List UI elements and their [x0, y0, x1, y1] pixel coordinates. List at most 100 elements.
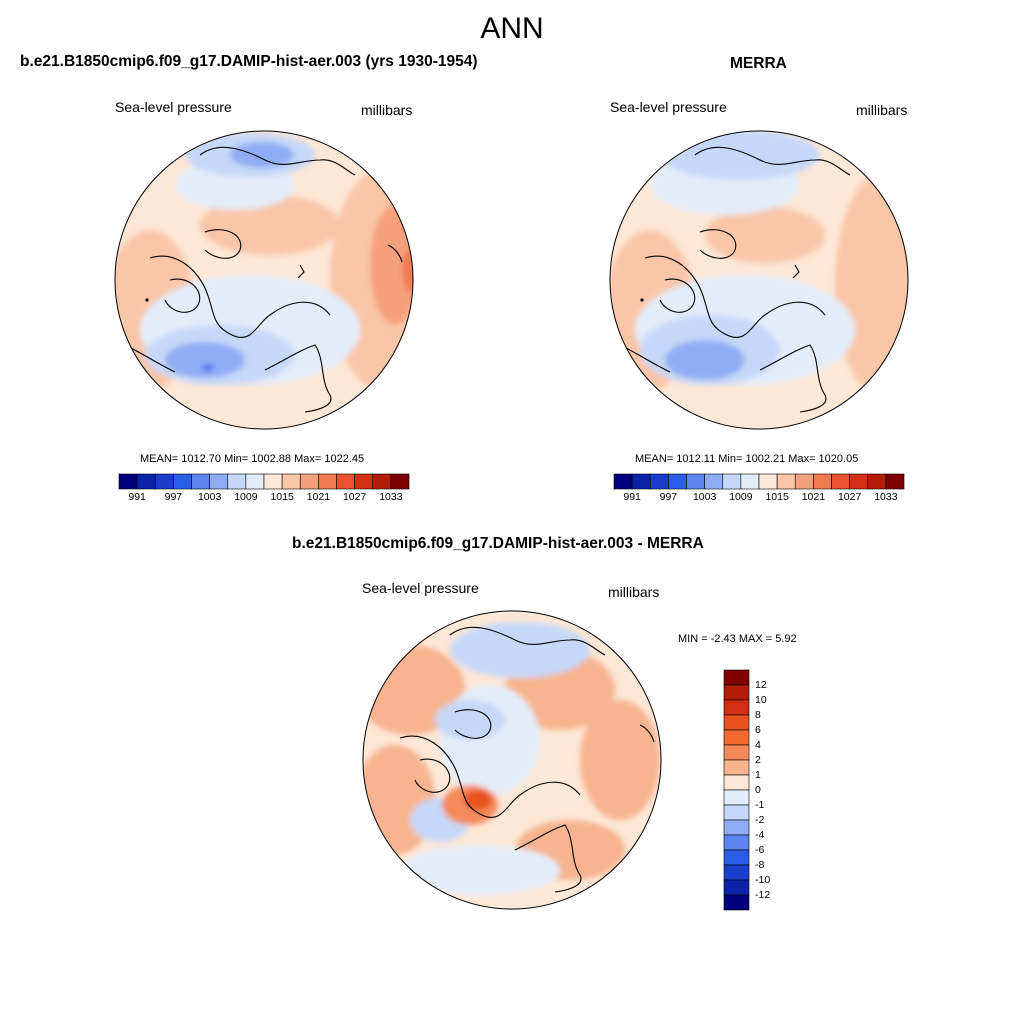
diff-colorbar-cell — [723, 864, 750, 881]
model-colorbar-tick-label: 1027 — [342, 491, 367, 503]
model-colorbar-tick-label: 997 — [164, 491, 183, 503]
model-colorbar-cell — [118, 473, 138, 490]
obs-colorbar-tick-label: 991 — [623, 491, 641, 503]
diff-colorbar-tick-label: -12 — [755, 889, 771, 901]
diff-map — [363, 611, 661, 909]
obs-colorbar-cell — [885, 473, 905, 490]
obs-stats: MEAN= 1012.11 Min= 1002.21 Max= 1020.05 — [635, 453, 859, 465]
diff-colorbar — [723, 669, 750, 911]
diff-colorbar-tick-label: 8 — [755, 709, 761, 721]
diff-colorbar-tick-label: -6 — [755, 844, 765, 856]
model-colorbar-cell — [281, 473, 301, 490]
obs-colorbar — [613, 473, 905, 490]
diff-colorbar-cell — [723, 894, 750, 911]
diff-colorbar-cell — [723, 759, 750, 776]
diff-colorbar-cell — [723, 819, 750, 836]
obs-colorbar-cell — [758, 473, 778, 490]
diff-colorbar-tick-label: 2 — [755, 754, 761, 766]
obs-colorbar-cell — [631, 473, 651, 490]
model-colorbar — [118, 473, 410, 490]
model-stats: MEAN= 1012.70 Min= 1002.88 Max= 1022.45 — [140, 453, 365, 465]
model-colorbar-cell — [372, 473, 392, 490]
diff-colorbar-tick-label: 10 — [755, 694, 767, 706]
diff-colorbar-tick-label: -1 — [755, 799, 765, 811]
obs-colorbar-cell — [649, 473, 669, 490]
obs-colorbar-tick-label: 1033 — [874, 491, 898, 503]
model-colorbar-cell — [209, 473, 229, 490]
diff-colorbar-tick-label: -10 — [755, 874, 771, 886]
model-variable-label: Sea-level pressure — [115, 99, 232, 115]
obs-colorbar-cell — [704, 473, 724, 490]
diff-colorbar-tick-label: -4 — [755, 829, 765, 841]
diff-colorbar-tick-label: -8 — [755, 859, 765, 871]
diff-colorbar-tick-label: 4 — [755, 739, 761, 751]
model-colorbar-cell — [191, 473, 210, 490]
model-colorbar-cell — [390, 473, 410, 490]
model-colorbar-tick-label: 1033 — [379, 491, 403, 503]
diff-colorbar-cell — [723, 729, 750, 746]
model-colorbar-tick-label: 1009 — [234, 491, 258, 503]
model-colorbar-cell — [318, 473, 337, 490]
diff-units-label: millibars — [608, 584, 660, 600]
diff-colorbar-cell — [723, 789, 750, 806]
model-colorbar-cell — [173, 473, 192, 490]
diff-colorbar-tick-label: 6 — [755, 724, 761, 736]
diff-colorbar-cell — [723, 804, 750, 821]
model-units-label: millibars — [361, 102, 413, 118]
model-colorbar-cell — [227, 473, 247, 490]
model-colorbar-tick-label: 1003 — [197, 491, 222, 503]
obs-variable-label: Sea-level pressure — [610, 99, 727, 115]
diff-map-border — [362, 610, 662, 910]
obs-colorbar-tick-label: 1009 — [729, 491, 753, 503]
model-colorbar-cell — [354, 473, 374, 490]
obs-colorbar-cell — [776, 473, 796, 490]
diff-colorbar-cell — [723, 684, 750, 701]
obs-units-label: millibars — [856, 102, 908, 118]
diff-colorbar-cell — [723, 834, 750, 851]
diff-colorbar-tick-label: 0 — [755, 784, 761, 796]
model-colorbar-tick-label: 1015 — [270, 491, 294, 503]
obs-panel-title: MERRA — [730, 55, 787, 72]
diff-colorbar-cell — [723, 744, 750, 761]
obs-colorbar-cell — [722, 473, 742, 490]
obs-map — [610, 131, 908, 429]
model-map-border — [114, 130, 414, 430]
model-colorbar-cell — [136, 473, 156, 490]
model-colorbar-cell — [154, 473, 174, 490]
obs-colorbar-cell — [849, 473, 869, 490]
model-colorbar-cell — [299, 473, 319, 490]
diff-colorbar-tick-label: 1 — [755, 769, 761, 781]
model-colorbar-tick-label: 991 — [128, 491, 146, 503]
diff-colorbar-cell — [723, 879, 750, 896]
obs-colorbar-cell — [668, 473, 687, 490]
model-panel-title: b.e21.B1850cmip6.f09_g17.DAMIP-hist-aer.… — [20, 53, 478, 70]
obs-colorbar-cell — [794, 473, 814, 490]
model-map — [115, 131, 413, 429]
obs-colorbar-tick-label: 997 — [659, 491, 678, 503]
diff-colorbar-tick-label: -2 — [755, 814, 765, 826]
page-title: ANN — [480, 12, 544, 45]
diff-colorbar-tick-label: 12 — [755, 679, 767, 691]
model-colorbar-cell — [245, 473, 265, 490]
obs-colorbar-tick-label: 1003 — [692, 491, 717, 503]
obs-map-border — [609, 130, 909, 430]
obs-colorbar-cell — [613, 473, 633, 490]
obs-colorbar-tick-label: 1021 — [801, 491, 826, 503]
obs-colorbar-tick-label: 1015 — [765, 491, 789, 503]
obs-colorbar-cell — [867, 473, 887, 490]
model-colorbar-tick-label: 1021 — [306, 491, 331, 503]
diff-panel-title: b.e21.B1850cmip6.f09_g17.DAMIP-hist-aer.… — [292, 535, 704, 552]
obs-colorbar-cell — [740, 473, 760, 490]
obs-colorbar-cell — [813, 473, 832, 490]
obs-colorbar-cell — [831, 473, 850, 490]
diff-variable-label: Sea-level pressure — [362, 580, 479, 596]
diff-colorbar-cell — [723, 849, 750, 866]
diff-colorbar-cell — [723, 774, 750, 791]
diff-stats: MIN = -2.43 MAX = 5.92 — [678, 633, 797, 645]
obs-colorbar-tick-label: 1027 — [837, 491, 862, 503]
diff-colorbar-cell — [723, 669, 750, 686]
model-colorbar-cell — [263, 473, 283, 490]
diff-colorbar-cell — [723, 699, 750, 716]
diff-colorbar-cell — [723, 714, 750, 731]
